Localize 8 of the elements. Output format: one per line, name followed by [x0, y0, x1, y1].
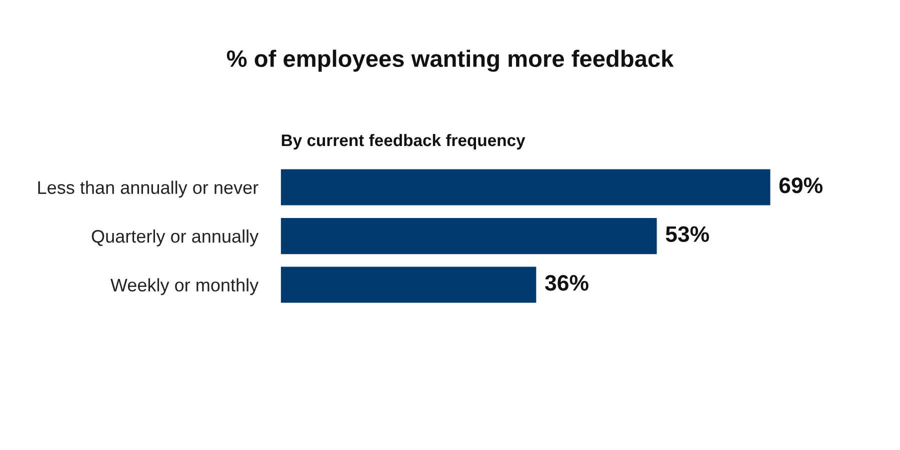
y-tick-label: Weekly or monthly [110, 278, 259, 296]
chart-title: % of employees wanting more feedback [226, 50, 674, 72]
y-tick-label: Quarterly or annually [92, 229, 259, 246]
y-tick-label: Less than annually or never [38, 180, 258, 198]
data-label: 69% [779, 178, 823, 194]
data-label: 36% [545, 275, 588, 291]
data-label: 53% [666, 226, 710, 242]
chart-subtitle: By current feedback frequency [282, 134, 526, 150]
